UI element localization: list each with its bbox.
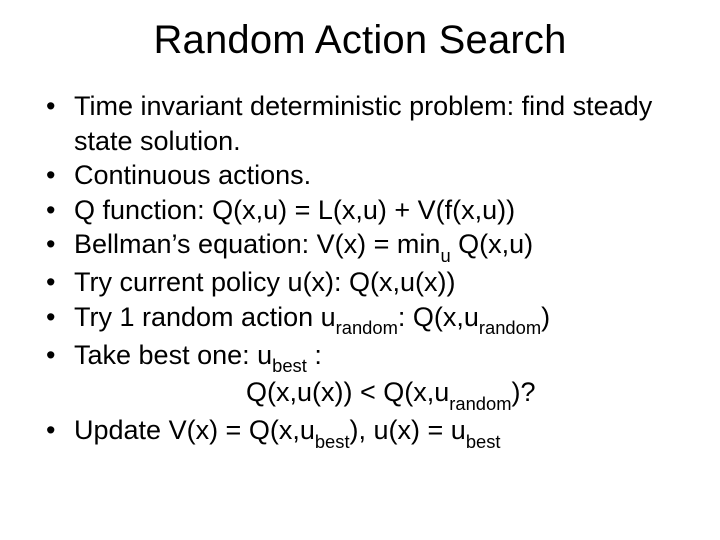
list-item: Continuous actions. xyxy=(40,158,690,193)
bullet-text: Continuous actions. xyxy=(74,160,311,190)
bullet-text: Update V(x) = Q(x,ubest), u(x) = ubest xyxy=(74,415,501,445)
list-item: Update V(x) = Q(x,ubest), u(x) = ubest xyxy=(40,413,690,451)
list-item: Try current policy u(x): Q(x,u(x)) xyxy=(40,265,690,300)
bullet-text: Try 1 random action urandom: Q(x,urandom… xyxy=(74,302,550,332)
list-item: Take best one: ubest : Q(x,u(x)) < Q(x,u… xyxy=(40,338,690,414)
bullet-text: Bellman’s equation: V(x) = minu Q(x,u) xyxy=(74,229,533,259)
bullet-text: Q function: Q(x,u) = L(x,u) + V(f(x,u)) xyxy=(74,195,515,225)
list-item: Try 1 random action urandom: Q(x,urandom… xyxy=(40,300,690,338)
bullet-list: Time invariant deterministic problem: fi… xyxy=(30,89,690,451)
slide: Random Action Search Time invariant dete… xyxy=(0,0,720,540)
bullet-text: Take best one: ubest : xyxy=(74,340,322,370)
slide-title: Random Action Search xyxy=(30,18,690,63)
list-item: Bellman’s equation: V(x) = minu Q(x,u) xyxy=(40,227,690,265)
list-item: Q function: Q(x,u) = L(x,u) + V(f(x,u)) xyxy=(40,193,690,228)
bullet-continuation: Q(x,u(x)) < Q(x,urandom)? xyxy=(74,375,690,413)
list-item: Time invariant deterministic problem: fi… xyxy=(40,89,690,158)
bullet-text: Try current policy u(x): Q(x,u(x)) xyxy=(74,267,456,297)
bullet-text: Time invariant deterministic problem: fi… xyxy=(74,91,652,156)
